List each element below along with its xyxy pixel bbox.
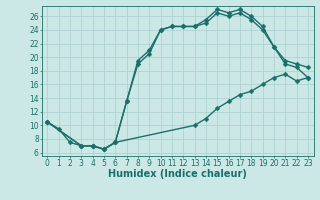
- X-axis label: Humidex (Indice chaleur): Humidex (Indice chaleur): [108, 169, 247, 179]
